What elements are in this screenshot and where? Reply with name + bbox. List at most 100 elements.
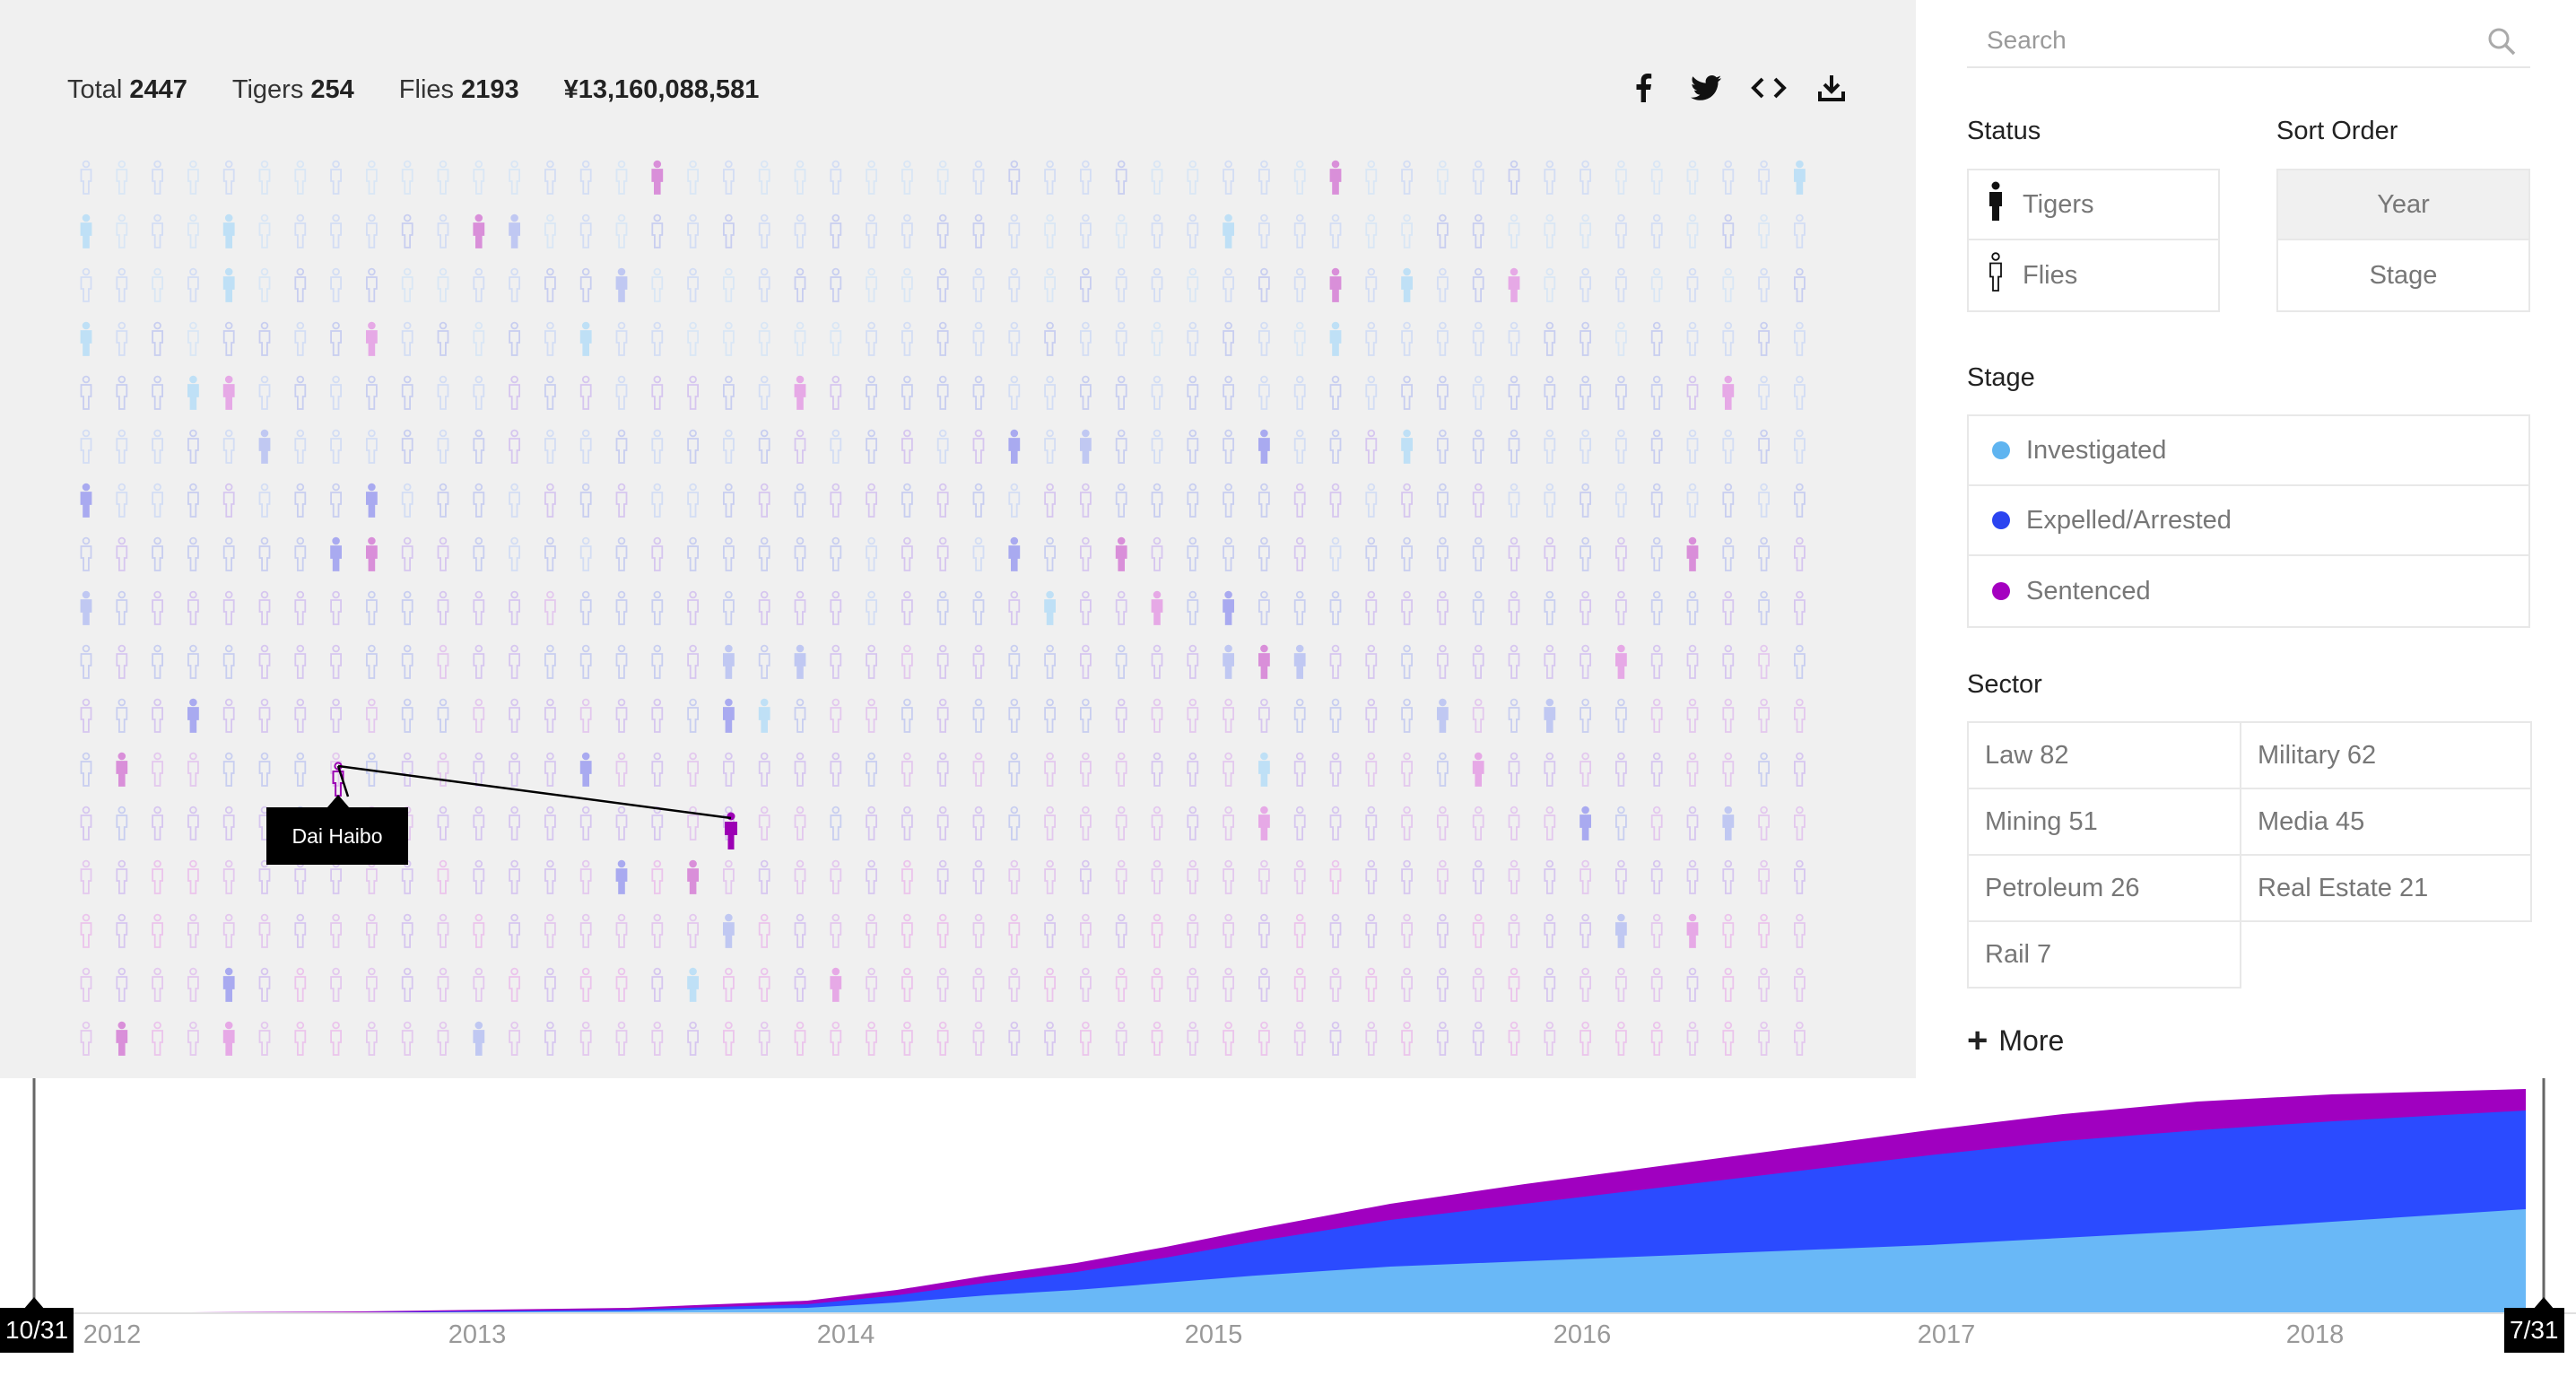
person-figure[interactable]	[366, 1021, 378, 1056]
person-figure[interactable]	[1329, 752, 1342, 787]
person-figure[interactable]	[1008, 429, 1021, 464]
person-figure[interactable]	[509, 375, 520, 410]
person-figure[interactable]	[1008, 1021, 1021, 1056]
person-figure[interactable]	[116, 160, 128, 195]
person-figure[interactable]	[1187, 590, 1199, 625]
person-figure[interactable]	[1437, 160, 1449, 195]
person-figure[interactable]	[651, 806, 664, 841]
person-figure[interactable]	[258, 752, 271, 787]
person-figure[interactable]	[1223, 429, 1234, 464]
person-figure[interactable]	[1044, 698, 1056, 733]
person-figure[interactable]	[1615, 644, 1627, 679]
person-figure[interactable]	[1650, 859, 1663, 894]
person-figure[interactable]	[651, 536, 664, 571]
person-figure[interactable]	[187, 483, 199, 518]
person-figure[interactable]	[1615, 967, 1627, 1002]
person-figure[interactable]	[366, 698, 378, 733]
person-figure[interactable]	[972, 967, 985, 1002]
person-figure[interactable]	[1401, 321, 1413, 356]
facebook-icon[interactable]	[1622, 68, 1665, 108]
person-figure[interactable]	[401, 375, 413, 410]
person-figure[interactable]	[330, 967, 342, 1002]
person-figure[interactable]	[509, 806, 520, 841]
person-figure[interactable]	[1686, 483, 1699, 518]
person-figure[interactable]	[1223, 160, 1234, 195]
person-figure[interactable]	[579, 536, 592, 571]
person-figure[interactable]	[972, 913, 985, 948]
person-figure[interactable]	[615, 698, 628, 733]
person-figure[interactable]	[1401, 644, 1413, 679]
person-figure[interactable]	[116, 967, 128, 1002]
person-figure[interactable]	[1472, 967, 1484, 1002]
person-figure[interactable]	[1187, 698, 1199, 733]
person-figure[interactable]	[80, 321, 92, 356]
person-figure[interactable]	[544, 806, 556, 841]
person-figure[interactable]	[437, 913, 449, 948]
person-figure[interactable]	[473, 698, 485, 733]
person-figure[interactable]	[651, 644, 664, 679]
person-figure[interactable]	[1650, 967, 1663, 1002]
person-figure[interactable]	[830, 806, 842, 841]
person-figure[interactable]	[1151, 429, 1163, 464]
person-figure[interactable]	[1758, 859, 1770, 894]
person-figure[interactable]	[615, 859, 628, 894]
person-figure[interactable]	[1758, 752, 1770, 787]
person-figure[interactable]	[1293, 644, 1306, 679]
person-figure[interactable]	[473, 429, 485, 464]
person-figure[interactable]	[1508, 590, 1520, 625]
person-figure[interactable]	[1151, 1021, 1163, 1056]
person-figure[interactable]	[1508, 213, 1520, 248]
person-figure[interactable]	[1722, 698, 1735, 733]
person-figure[interactable]	[1258, 375, 1270, 410]
person-figure[interactable]	[1151, 698, 1163, 733]
person-figure[interactable]	[294, 913, 307, 948]
person-figure[interactable]	[1508, 859, 1520, 894]
person-figure[interactable]	[222, 752, 235, 787]
person-figure[interactable]	[1686, 967, 1699, 1002]
person-figure[interactable]	[1437, 1021, 1449, 1056]
person-figure[interactable]	[1722, 644, 1735, 679]
person-figure[interactable]	[544, 967, 556, 1002]
person-figure[interactable]	[1115, 913, 1127, 948]
person-figure[interactable]	[1080, 913, 1092, 948]
person-figure[interactable]	[1365, 429, 1378, 464]
person-figure[interactable]	[116, 321, 128, 356]
person-figure[interactable]	[1437, 321, 1449, 356]
person-figure[interactable]	[866, 806, 877, 841]
person-figure[interactable]	[1580, 859, 1591, 894]
person-figure[interactable]	[1258, 806, 1270, 841]
person-figure[interactable]	[1329, 429, 1342, 464]
person-figure[interactable]	[330, 590, 342, 625]
person-figure[interactable]	[1722, 213, 1735, 248]
person-figure[interactable]	[1615, 698, 1627, 733]
person-figure[interactable]	[401, 644, 413, 679]
person-figure[interactable]	[1187, 806, 1199, 841]
person-figure[interactable]	[509, 967, 520, 1002]
person-figure[interactable]	[1508, 913, 1520, 948]
person-figure[interactable]	[1329, 321, 1342, 356]
person-figure[interactable]	[152, 267, 163, 302]
person-figure[interactable]	[1686, 590, 1699, 625]
person-figure[interactable]	[401, 160, 413, 195]
person-figure[interactable]	[473, 213, 485, 248]
person-figure[interactable]	[116, 429, 128, 464]
person-figure[interactable]	[509, 483, 520, 518]
person-figure[interactable]	[437, 375, 449, 410]
person-figure[interactable]	[1650, 698, 1663, 733]
person-figure[interactable]	[1365, 1021, 1378, 1056]
person-figure[interactable]	[473, 321, 485, 356]
person-figure[interactable]	[936, 429, 949, 464]
person-figure[interactable]	[366, 859, 378, 894]
person-figure[interactable]	[936, 160, 949, 195]
person-figure[interactable]	[1544, 590, 1556, 625]
person-figure[interactable]	[1151, 859, 1163, 894]
person-figure[interactable]	[116, 536, 128, 571]
embed-icon[interactable]	[1747, 68, 1790, 108]
person-figure[interactable]	[972, 321, 985, 356]
person-figure[interactable]	[1544, 913, 1556, 948]
person-figure[interactable]	[1080, 1021, 1092, 1056]
person-figure[interactable]	[1115, 752, 1127, 787]
person-figure[interactable]	[1080, 806, 1092, 841]
person-figure[interactable]	[80, 213, 92, 248]
person-figure[interactable]	[615, 483, 628, 518]
